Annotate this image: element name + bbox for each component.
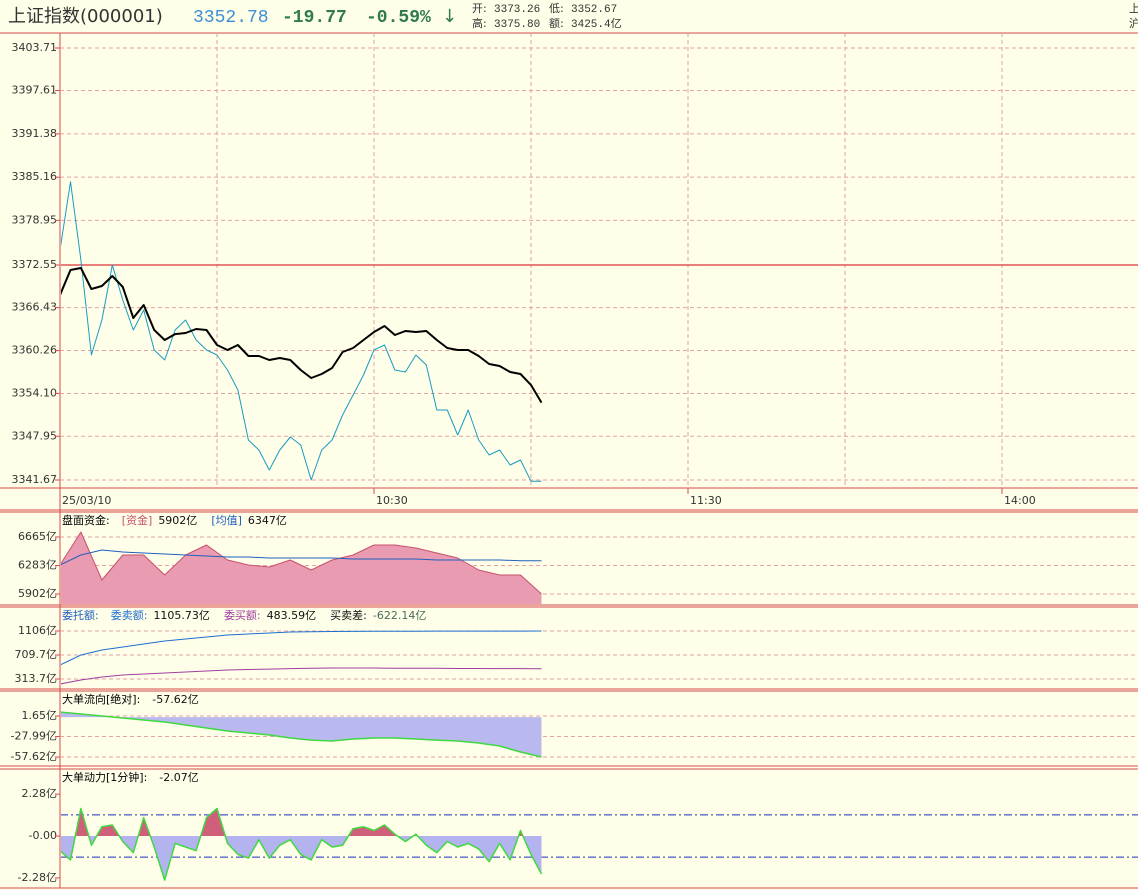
legend-value: 5902亿	[158, 514, 197, 527]
y-tick-label: 3385.16	[12, 170, 58, 183]
x-tick-label: 10:30	[376, 494, 408, 507]
y-tick-label: 1.65亿	[22, 709, 58, 722]
title: 上证指数(000001)	[8, 6, 163, 27]
stat-value: 3352.67	[571, 4, 617, 16]
line	[61, 711, 542, 758]
panel	[61, 630, 1138, 685]
x-tick-label: 25/03/10	[62, 494, 111, 507]
change-pct: -0.59%	[366, 8, 431, 28]
area	[61, 712, 542, 758]
y-tick-label: 3372.55	[12, 258, 58, 271]
line	[61, 630, 542, 666]
y-tick-label: 2.28亿	[22, 787, 58, 800]
legend-name: [资金]	[122, 513, 153, 527]
stat-label: 低:	[549, 2, 564, 15]
legend-name: [均值]	[211, 514, 242, 527]
y-tick-label: 5902亿	[18, 587, 57, 600]
stat-label: 开:	[472, 2, 487, 15]
panel	[61, 807, 1138, 881]
stat-value: 3373.26	[494, 4, 540, 16]
panel	[61, 711, 1138, 758]
legend-value: 1105.73亿	[153, 609, 210, 622]
y-tick-label: -0.00	[29, 829, 57, 842]
area	[61, 531, 542, 604]
arrow: ↓	[442, 6, 457, 27]
legend-name: 买卖差:	[330, 608, 367, 622]
panel-title: 盘面资金:	[62, 513, 110, 527]
y-tick-label: 3347.95	[12, 429, 58, 442]
panel	[61, 531, 1138, 604]
legend-value: -622.14亿	[373, 609, 426, 622]
y-tick-label: -57.62亿	[11, 750, 57, 763]
y-tick-label: 3341.67	[12, 473, 58, 486]
y-tick-label: 6283亿	[18, 559, 57, 572]
y-tick-label: 3391.38	[12, 127, 58, 140]
x-tick-label: 11:30	[690, 494, 722, 507]
change: -19.77	[282, 8, 347, 28]
y-tick-label: -27.99亿	[11, 730, 57, 743]
y-tick-label: 313.7亿	[15, 672, 58, 685]
y-tick-label: 1106亿	[18, 624, 57, 637]
legend-value: 6347亿	[248, 514, 287, 527]
y-tick-label: 3378.95	[12, 213, 58, 226]
stat-value: 3375.80	[494, 19, 540, 31]
line	[61, 549, 542, 566]
line	[61, 667, 542, 685]
legend-name: 委买额:	[224, 609, 261, 622]
panel-title: 委托额:	[62, 608, 99, 622]
area-negative	[61, 836, 542, 881]
legend-name: 委卖额:	[111, 609, 148, 622]
legend-value: -57.62亿	[152, 693, 198, 706]
panel	[61, 34, 1138, 488]
stat-value: 3425.4亿	[571, 17, 622, 31]
y-tick-label: 6665亿	[18, 530, 57, 543]
y-tick-label: 3366.43	[12, 301, 58, 314]
x-tick-label: 14:00	[1004, 494, 1036, 507]
edge-text: 沪	[1129, 16, 1138, 30]
edge-text: 上	[1129, 2, 1138, 15]
price: 3352.78	[193, 8, 269, 28]
legend-value: -2.07亿	[159, 771, 198, 784]
y-tick-label: 3397.61	[12, 83, 58, 96]
panel-title: 大单动力[1分钟]:	[62, 770, 147, 784]
stat-label: 额:	[549, 17, 564, 30]
y-tick-label: 3403.71	[12, 41, 58, 54]
y-tick-label: 3354.10	[12, 386, 58, 399]
panel-title: 大单流向[绝对]:	[62, 692, 140, 706]
legend-value: 483.59亿	[267, 609, 317, 622]
line	[61, 807, 543, 881]
y-tick-label: 709.7亿	[15, 648, 58, 661]
y-tick-label: -2.28亿	[18, 871, 57, 884]
stat-label: 高:	[472, 16, 487, 30]
line	[61, 181, 542, 482]
y-tick-label: 3360.26	[12, 344, 58, 357]
area-positive	[61, 808, 542, 837]
line	[61, 267, 543, 404]
